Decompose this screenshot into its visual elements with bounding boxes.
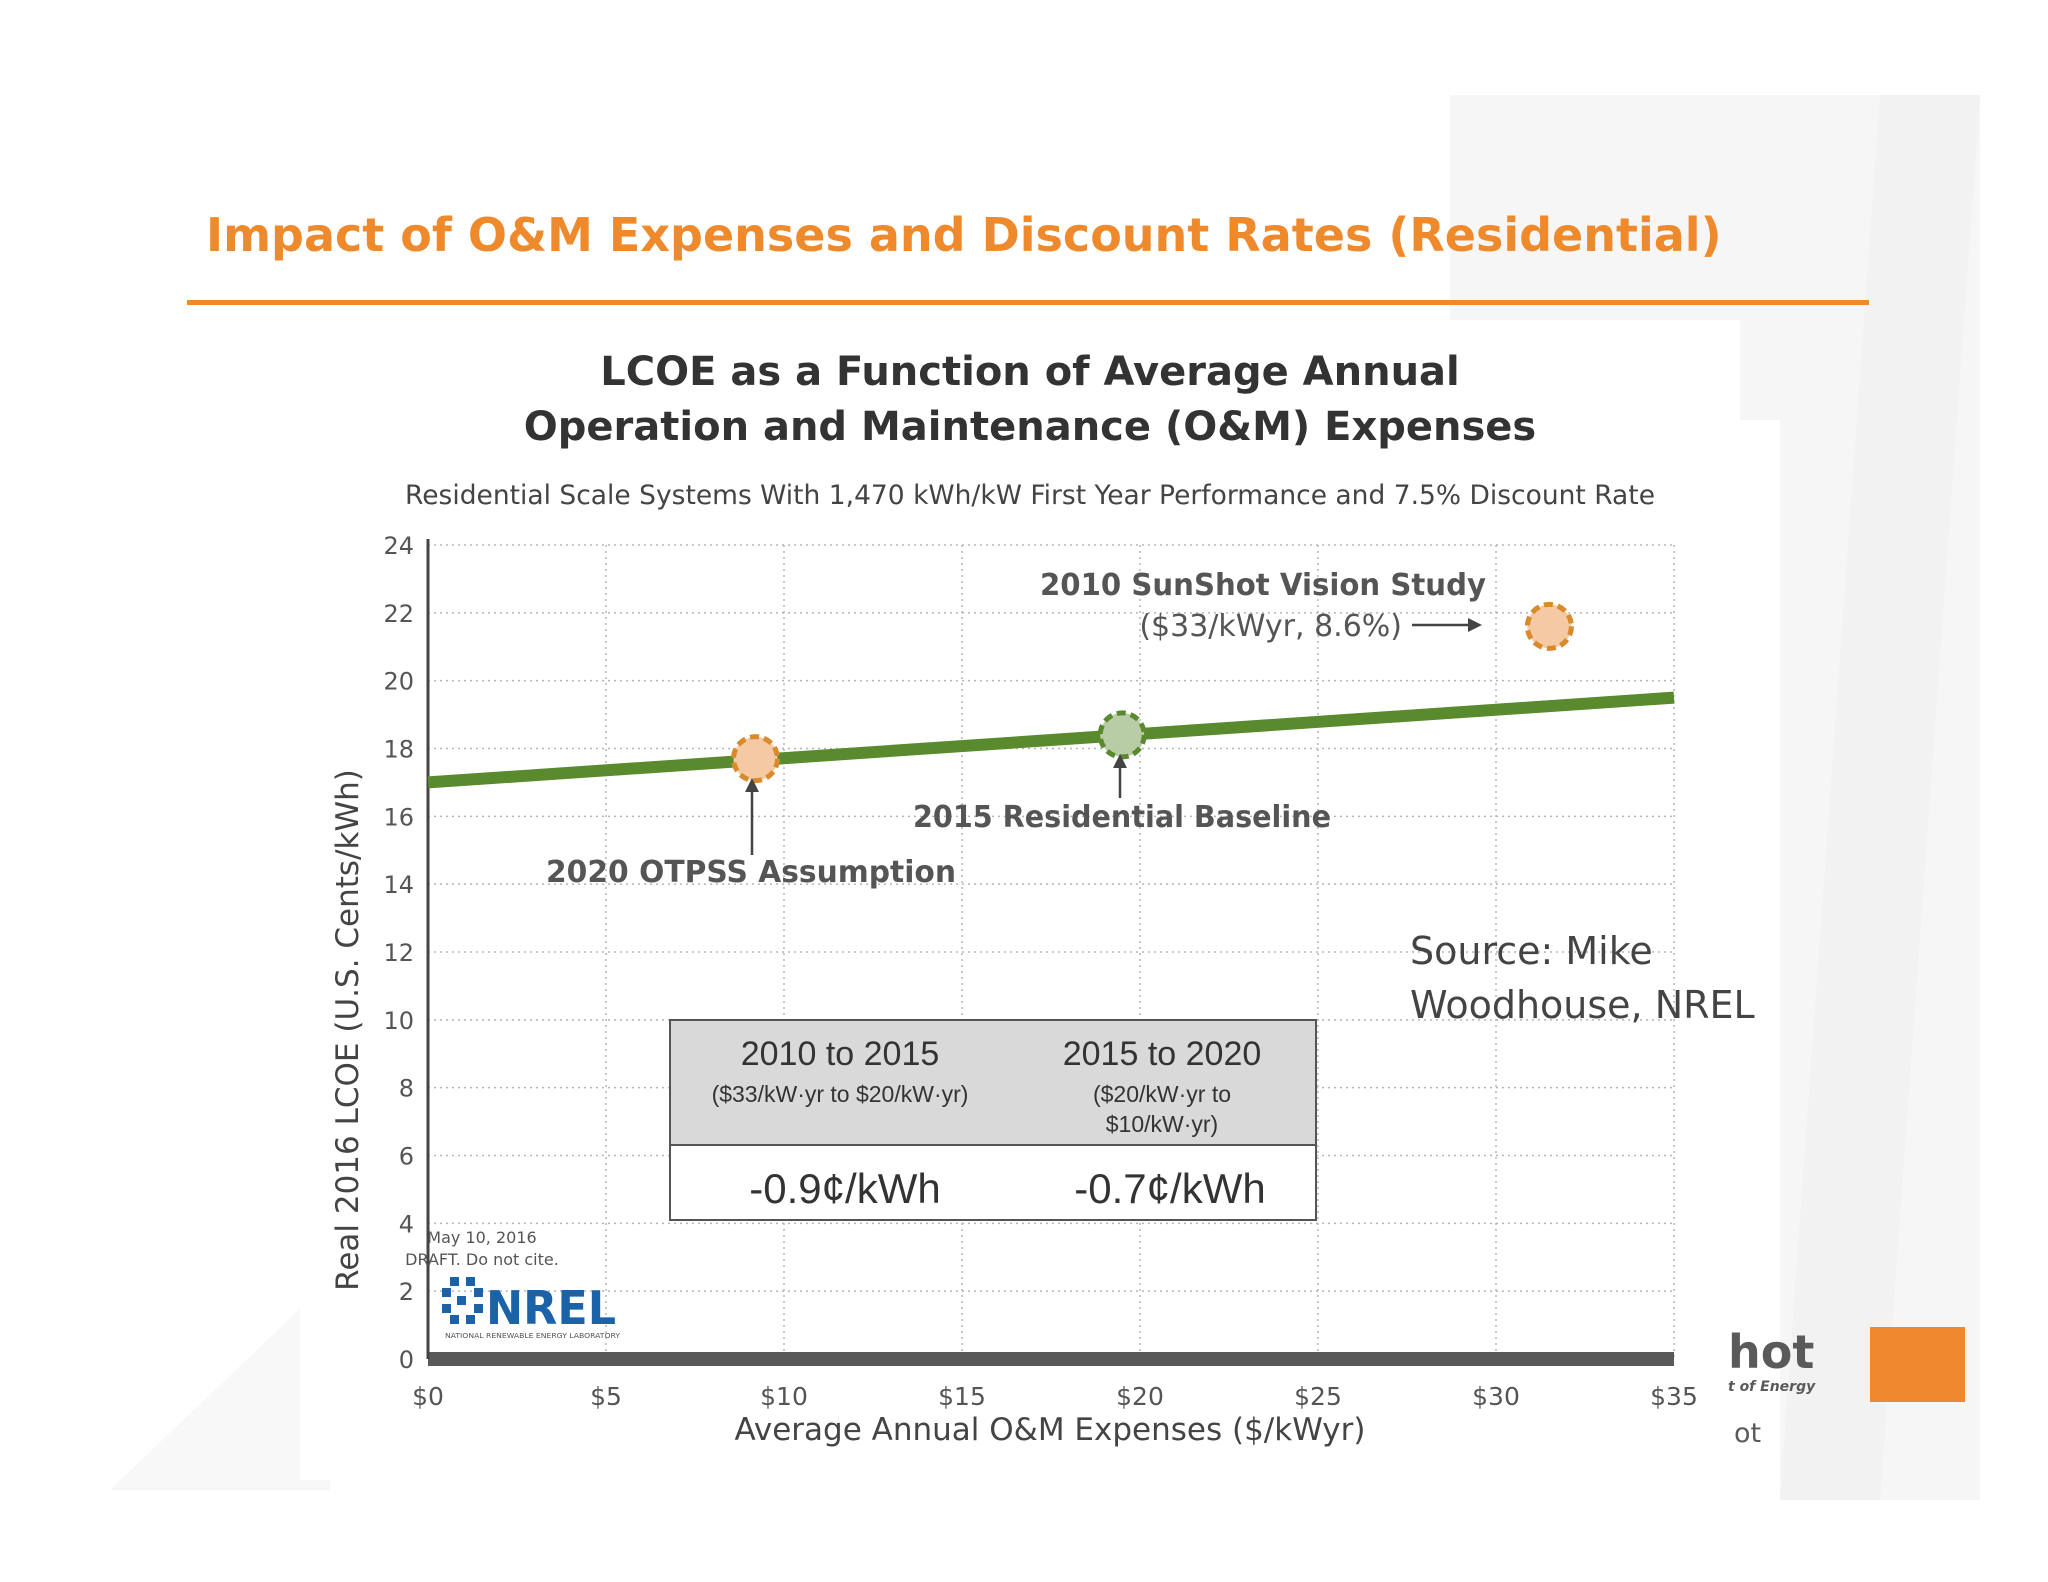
- table-col2-value: -0.7¢/kWh: [1074, 1165, 1265, 1212]
- table-col1-value: -0.9¢/kWh: [749, 1165, 940, 1212]
- y-tick-label: 0: [399, 1346, 414, 1374]
- x-tick-label: $25: [1294, 1382, 1342, 1411]
- table-header-bg: [669, 1019, 1317, 1146]
- brand-fragment-subword: t of Energy: [1728, 1379, 1816, 1395]
- table-col2-title: 2015 to 2020: [1063, 1035, 1262, 1073]
- data-point: [1524, 601, 1574, 651]
- series-line: [427, 691, 1675, 789]
- table-col1-subtitle: ($33/kW·yr to $20/kW·yr): [712, 1081, 969, 1107]
- annotation-sunshot-line2: ($33/kWyr, 8.6%): [1139, 609, 1402, 644]
- nrel-watermark: May 10, 2016 DRAFT. Do not cite. NREL NA…: [405, 1228, 621, 1340]
- y-axis-label: Real 2016 LCOE (U.S. Cents/kWh): [330, 769, 366, 1291]
- chart-title-line2: Operation and Maintenance (O&M) Expenses: [524, 404, 1536, 450]
- data-point: [1097, 710, 1147, 760]
- x-tick-label: $5: [590, 1382, 622, 1411]
- chart-subtitle: Residential Scale Systems With 1,470 kWh…: [405, 480, 1655, 511]
- baseline-arrowhead: [1113, 754, 1127, 768]
- x-axis-label: Average Annual O&M Expenses ($/kWyr): [734, 1412, 1365, 1448]
- nrel-logo-subtitle: NATIONAL RENEWABLE ENERGY LABORATORY: [445, 1332, 621, 1340]
- annotation-arrows: [745, 618, 1482, 855]
- lcoe-chart: LCOE as a Function of Average Annual Ope…: [300, 320, 1740, 1480]
- series-layer: [427, 601, 1675, 789]
- source-note-line2: Woodhouse, NREL: [1410, 983, 1755, 1027]
- chart-title-line1: LCOE as a Function of Average Annual: [600, 349, 1460, 395]
- slide-title: Impact of O&M Expenses and Discount Rate…: [206, 208, 1722, 262]
- annotation-sunshot-line1: 2010 SunShot Vision Study: [1040, 568, 1486, 603]
- brand-fragment-word: hot: [1728, 1325, 1815, 1379]
- table-col2-subtitle-line2: $10/kW·yr): [1106, 1111, 1218, 1137]
- x-tick-label: $15: [938, 1382, 986, 1411]
- y-tick-label: 18: [383, 736, 414, 764]
- source-note-line1: Source: Mike: [1410, 929, 1653, 973]
- y-tick-label: 4: [399, 1210, 414, 1238]
- title-divider: [187, 300, 1869, 305]
- watermark-date: May 10, 2016: [427, 1228, 536, 1247]
- x-tick-label: $20: [1116, 1382, 1164, 1411]
- nrel-logo-text: NREL: [486, 1281, 616, 1335]
- y-tick-label: 20: [383, 668, 414, 696]
- brand-accent-square: [1870, 1327, 1965, 1402]
- otpss-arrowhead: [745, 778, 759, 792]
- y-tick-label: 10: [383, 1007, 414, 1035]
- x-tick-label: $30: [1472, 1382, 1520, 1411]
- nrel-logo-icon: [442, 1277, 483, 1324]
- x-tick-label: $0: [412, 1382, 444, 1411]
- watermark-draft: DRAFT. Do not cite.: [405, 1250, 559, 1269]
- sunshot-arrowhead: [1468, 618, 1482, 632]
- y-tick-label: 22: [383, 600, 414, 628]
- table-col2-subtitle-line1: ($20/kW·yr to: [1093, 1081, 1231, 1107]
- grid-lines: [428, 544, 1675, 1359]
- y-tick-label: 24: [383, 532, 414, 560]
- chart-background: [300, 320, 1740, 1480]
- brand-fragment-bottom: ot: [1734, 1418, 1762, 1449]
- y-tick-label: 12: [383, 939, 414, 967]
- y-tick-label: 16: [383, 803, 414, 831]
- annotation-baseline: 2015 Residential Baseline: [913, 800, 1331, 835]
- x-tick-label: $35: [1650, 1382, 1698, 1411]
- y-tick-label: 2: [399, 1278, 414, 1306]
- table-col1-title: 2010 to 2015: [741, 1035, 940, 1073]
- y-tick-label: 8: [399, 1075, 414, 1103]
- comparison-table: 2010 to 2015 ($33/kW·yr to $20/kW·yr) 20…: [669, 1019, 1317, 1221]
- table-body-bg: [669, 1144, 1317, 1221]
- annotation-otpss: 2020 OTPSS Assumption: [546, 855, 956, 890]
- data-point: [731, 734, 781, 784]
- source-note: Source: Mike Woodhouse, NREL: [1410, 924, 1755, 1032]
- x-axis: $0 $5 $10 $15 $20 $25 $30 $35: [412, 1352, 1698, 1411]
- y-tick-label: 14: [383, 871, 414, 899]
- y-tick-label: 6: [399, 1143, 414, 1171]
- x-tick-label: $10: [760, 1382, 808, 1411]
